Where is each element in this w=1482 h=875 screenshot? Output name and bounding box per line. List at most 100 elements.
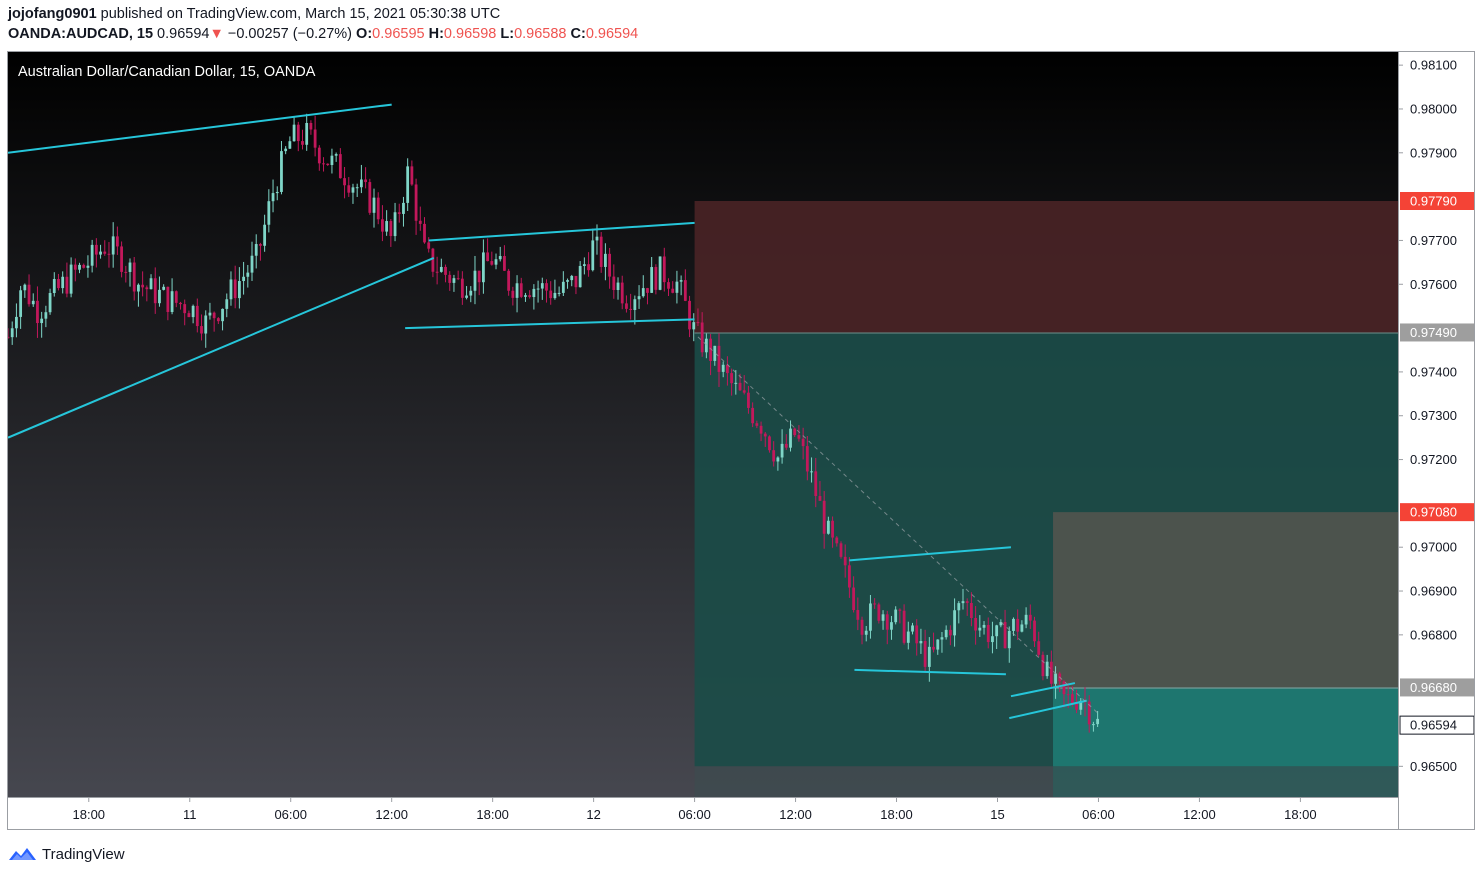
candle-down bbox=[233, 279, 237, 299]
candle-down bbox=[612, 276, 616, 291]
candle-down bbox=[1041, 654, 1045, 677]
time-tick-label: 18:00 bbox=[73, 807, 106, 822]
candle-down bbox=[216, 318, 220, 322]
candle-down bbox=[852, 587, 856, 611]
candle-up bbox=[229, 279, 233, 300]
candle-down bbox=[599, 236, 603, 267]
candle-up bbox=[561, 281, 565, 293]
candle-up bbox=[465, 295, 468, 298]
candle-up bbox=[237, 281, 241, 299]
candle-up bbox=[869, 603, 872, 631]
time-tick-label: 11 bbox=[183, 807, 197, 822]
candle-down bbox=[418, 220, 422, 224]
candle-up bbox=[498, 256, 502, 260]
candle-down bbox=[835, 537, 839, 544]
candle-down bbox=[902, 610, 906, 643]
candle-down bbox=[296, 124, 300, 142]
candle-up bbox=[263, 224, 267, 246]
candle-up bbox=[128, 262, 132, 272]
candle-up bbox=[1096, 718, 1100, 725]
candle-down bbox=[608, 253, 612, 277]
publisher-name[interactable]: jojofang0901 bbox=[8, 6, 97, 22]
candle-up bbox=[1054, 673, 1057, 684]
price-tick-label: 0.96800 bbox=[1410, 627, 1457, 642]
candle-down bbox=[103, 251, 107, 254]
candle-up bbox=[254, 244, 258, 256]
candle-down bbox=[662, 256, 666, 283]
candle-down bbox=[986, 624, 990, 643]
candle-up bbox=[1007, 630, 1011, 649]
candle-up bbox=[650, 267, 654, 293]
chart-title: Australian Dollar/Canadian Dollar, 15, O… bbox=[18, 64, 316, 80]
candle-down bbox=[519, 283, 523, 297]
time-tick-label: 18:00 bbox=[1284, 807, 1317, 822]
projection-zone bbox=[694, 766, 1054, 797]
projection-dashed-line bbox=[697, 336, 1099, 715]
high-value: 0.96598 bbox=[443, 26, 497, 42]
candle-up bbox=[944, 629, 948, 638]
candle-down bbox=[784, 443, 788, 448]
down-arrow-icon: ▼ bbox=[209, 26, 224, 42]
candle-up bbox=[978, 627, 982, 631]
candle-down bbox=[145, 287, 149, 290]
candle-up bbox=[393, 212, 397, 237]
candle-up bbox=[595, 236, 599, 241]
price-chart[interactable]: 0.98100 0.98000 0.97900 0.97700 0.97600 0.974… bbox=[8, 52, 1474, 829]
candle-down bbox=[667, 282, 670, 289]
candle-up bbox=[953, 610, 956, 636]
candle-down bbox=[460, 278, 464, 298]
candle-up bbox=[402, 202, 405, 214]
trend-line bbox=[428, 221, 695, 242]
tradingview-logo[interactable]: TradingView bbox=[8, 843, 125, 865]
candle-down bbox=[923, 641, 927, 667]
candle-down bbox=[301, 141, 304, 145]
candle-down bbox=[73, 264, 77, 270]
candle-down bbox=[805, 446, 809, 472]
candle-down bbox=[696, 322, 700, 324]
candle-up bbox=[776, 457, 780, 462]
trend-line bbox=[8, 103, 392, 154]
candle-up bbox=[78, 264, 81, 270]
candle-up bbox=[19, 290, 23, 317]
candle-down bbox=[195, 305, 199, 327]
candle-up bbox=[31, 300, 35, 305]
price-axis[interactable]: 0.98100 0.98000 0.97900 0.97700 0.97600 0.974… bbox=[1398, 58, 1457, 774]
stop-loss-zone-2 bbox=[1053, 512, 1398, 688]
time-axis[interactable]: 18:00 11 06:00 12:00 18:00 12 06:00 12:00 18:00 1… bbox=[73, 797, 1317, 822]
candle-up bbox=[536, 288, 540, 290]
trend-line bbox=[854, 668, 1006, 676]
candle-up bbox=[721, 364, 725, 372]
candle-up bbox=[280, 151, 283, 192]
candle-down bbox=[410, 166, 414, 185]
candle-down bbox=[381, 219, 384, 232]
time-tick-label: 12:00 bbox=[1183, 807, 1216, 822]
candle-down bbox=[629, 308, 633, 311]
stop-loss-zone bbox=[694, 201, 1398, 333]
candle-up bbox=[99, 251, 102, 255]
candle-down bbox=[477, 270, 481, 283]
candle-up bbox=[906, 631, 910, 643]
candle-up bbox=[1020, 624, 1024, 632]
candle-up bbox=[288, 141, 292, 149]
candle-up bbox=[692, 322, 696, 330]
price-label: 0.96594 bbox=[1410, 718, 1457, 733]
candle-down bbox=[507, 270, 511, 291]
candle-down bbox=[414, 184, 418, 221]
candle-down bbox=[1070, 694, 1074, 704]
candle-up bbox=[330, 155, 334, 166]
time-tick-label: 06:00 bbox=[1082, 807, 1115, 822]
candle-up bbox=[221, 308, 224, 322]
high-label: H: bbox=[428, 26, 444, 42]
candle-down bbox=[587, 264, 590, 271]
candle-down bbox=[549, 290, 553, 299]
time-tick-label: 06:00 bbox=[274, 807, 307, 822]
candle-up bbox=[540, 283, 544, 289]
candle-down bbox=[688, 300, 691, 330]
candle-down bbox=[174, 291, 178, 303]
candle-up bbox=[23, 284, 27, 291]
candle-down bbox=[528, 295, 532, 298]
candle-up bbox=[406, 166, 410, 203]
candle-up bbox=[557, 292, 561, 294]
price-tick-label: 0.98000 bbox=[1410, 101, 1457, 116]
candle-down bbox=[671, 288, 675, 293]
